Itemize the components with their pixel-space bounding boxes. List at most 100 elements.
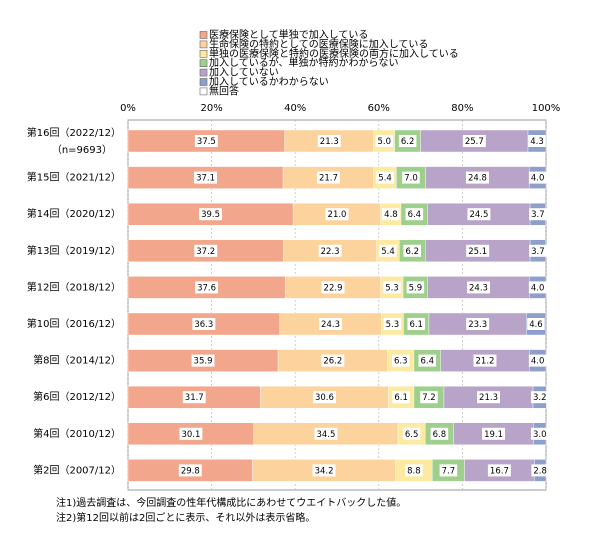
category-label: 第14回（2020/12） xyxy=(27,207,121,220)
value-label: 6.1 xyxy=(394,393,408,403)
x-tick-label: 100% xyxy=(532,103,561,114)
value-label-group: 5.3 xyxy=(383,318,402,330)
value-label-bg xyxy=(477,391,500,404)
value-label-group: 7.7 xyxy=(439,464,458,477)
value-label: 5.0 xyxy=(377,137,391,147)
legend-label: 生命保険の特約としての医療保険に加入している xyxy=(209,37,428,50)
value-label-bg xyxy=(383,318,402,330)
value-label: 3.7 xyxy=(531,247,545,257)
value-label: 4.3 xyxy=(530,137,544,147)
value-label-group: 7.0 xyxy=(402,171,420,184)
legend-swatch xyxy=(199,59,208,68)
value-label-bg xyxy=(406,281,425,294)
value-label-group: 5.4 xyxy=(379,244,397,257)
value-label-bg xyxy=(405,208,424,221)
value-label: 6.1 xyxy=(409,320,423,330)
value-label-bg xyxy=(321,354,345,367)
value-label-bg xyxy=(528,354,547,367)
value-label-group: 4.0 xyxy=(528,171,547,184)
value-label-group: 24.8 xyxy=(465,171,489,184)
value-label-group: 21.2 xyxy=(473,354,497,367)
value-label: 26.2 xyxy=(323,357,342,367)
value-label-bg xyxy=(316,171,340,184)
value-label-group: 36.3 xyxy=(192,318,216,330)
value-label-group: 5.9 xyxy=(406,281,425,294)
category-label: 第6回（2012/12） xyxy=(33,390,121,403)
value-label: 19.1 xyxy=(484,430,503,440)
category-label: 第16回（2022/12） xyxy=(27,126,121,139)
value-label: 21.2 xyxy=(476,357,495,367)
category-label: 第2回（2007/12） xyxy=(33,463,121,476)
value-label-group: 21.0 xyxy=(325,208,349,221)
value-label-group: 8.8 xyxy=(405,464,423,477)
value-label-group: 22.9 xyxy=(321,281,345,294)
category-label: 第4回（2010/12） xyxy=(33,427,121,440)
legend-label: 加入しているが、単独か特約かわからない xyxy=(209,56,399,69)
value-label: 24.3 xyxy=(321,320,340,330)
category-label: 第12回（2018/12） xyxy=(27,280,121,293)
category-label: 第10回（2016/12） xyxy=(27,317,121,330)
value-label: 6.4 xyxy=(408,210,422,220)
value-label-bg xyxy=(420,391,438,404)
value-label-bg xyxy=(466,244,490,257)
legend-swatch xyxy=(199,40,208,49)
value-label: 36.3 xyxy=(194,320,213,330)
value-label-group: 26.2 xyxy=(321,354,345,367)
value-label-group: 3.7 xyxy=(529,208,547,221)
value-label-bg xyxy=(199,208,223,221)
value-label-bg xyxy=(191,354,215,367)
value-label-group: 37.2 xyxy=(194,244,218,257)
value-label-group: 21.3 xyxy=(477,391,500,404)
value-label-bg xyxy=(439,464,458,477)
value-label: 24.3 xyxy=(469,283,488,293)
value-label: 4.6 xyxy=(529,320,543,330)
value-label: 37.2 xyxy=(196,247,215,257)
value-label: 4.0 xyxy=(531,174,545,184)
value-label: 5.4 xyxy=(381,247,395,257)
value-label-bg xyxy=(462,135,486,147)
value-label: 5.9 xyxy=(409,283,423,293)
value-label-group: 31.7 xyxy=(182,391,206,404)
category-label: 第8回（2014/12） xyxy=(33,354,121,367)
legend-swatch xyxy=(199,68,208,77)
legend-label: 医療保険として単独で加入している xyxy=(209,28,368,41)
value-label-group: 6.2 xyxy=(398,135,417,147)
value-label: 21.3 xyxy=(479,393,498,403)
value-label-group: 22.3 xyxy=(318,244,342,257)
value-label-group: 24.5 xyxy=(467,208,491,221)
value-label-group: 4.3 xyxy=(528,135,546,147)
value-label-bg xyxy=(319,318,342,330)
value-label: 2.8 xyxy=(533,466,547,476)
value-label-bg xyxy=(317,135,341,147)
value-label: 5.4 xyxy=(378,174,392,184)
value-label: 30.6 xyxy=(315,393,334,403)
value-label-group: 2.8 xyxy=(531,464,549,477)
x-tick-label: 0% xyxy=(120,103,136,114)
value-label-group: 21.7 xyxy=(316,171,340,184)
value-label: 7.0 xyxy=(404,174,418,184)
x-tick-label: 60% xyxy=(368,103,390,114)
value-label-bg xyxy=(530,427,549,440)
value-label-bg xyxy=(379,244,397,257)
value-label-bg xyxy=(314,427,338,440)
value-label: 37.5 xyxy=(197,137,216,147)
value-label-group: 37.6 xyxy=(195,281,219,294)
value-label-bg xyxy=(195,281,219,294)
value-label-bg xyxy=(318,244,342,257)
value-label-bg xyxy=(466,318,490,330)
value-label-group: 6.4 xyxy=(418,354,437,367)
value-label-group: 7.2 xyxy=(420,391,438,404)
value-label-group: 6.2 xyxy=(403,244,422,257)
value-label-bg xyxy=(528,135,546,147)
value-label-bg xyxy=(528,281,547,294)
value-label-group: 6.4 xyxy=(405,208,424,221)
value-label-group: 24.3 xyxy=(467,281,490,294)
value-label-bg xyxy=(194,135,218,147)
value-label-group: 16.7 xyxy=(487,464,511,477)
footnote: 注1)過去調査は、今回調査の性年代構成比にあわせてウエイトバックした値。 xyxy=(56,496,406,509)
value-label-bg xyxy=(403,244,422,257)
x-tick-label: 40% xyxy=(284,103,306,114)
legend-label: 加入していない xyxy=(209,67,279,79)
category-label: 第13回（2019/12） xyxy=(27,244,121,257)
